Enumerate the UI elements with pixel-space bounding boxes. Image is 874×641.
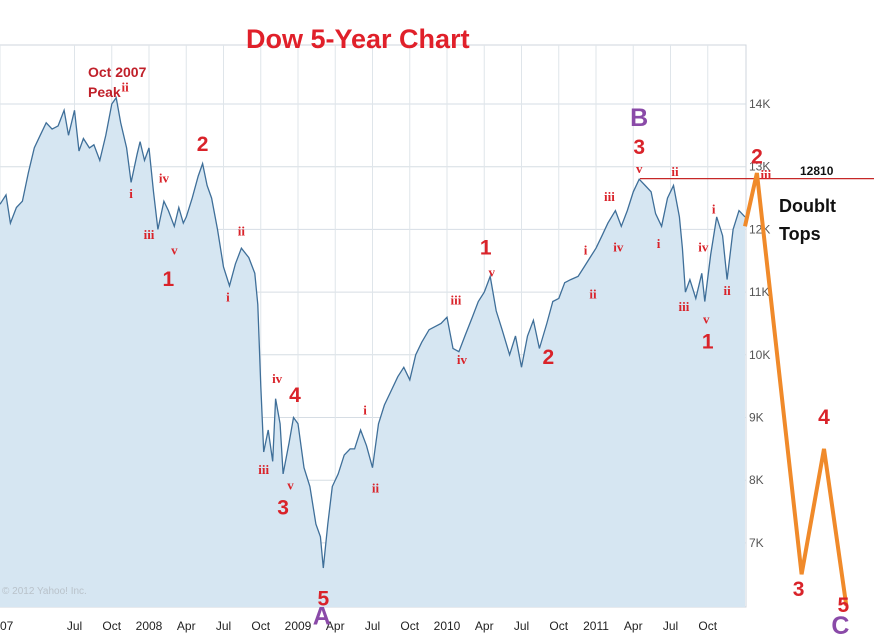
- wave-label: 5: [837, 594, 849, 617]
- y-tick-label: 9K: [749, 411, 764, 425]
- wave-label: 2: [751, 146, 763, 169]
- wave-label: i: [363, 402, 367, 417]
- wave-label: ii: [671, 164, 679, 179]
- wave-label: ii: [724, 283, 732, 298]
- wave-label: v: [636, 161, 643, 176]
- wave-label: v: [171, 242, 178, 257]
- wave-label: iii: [144, 227, 155, 242]
- x-tick-label: Apr: [475, 619, 494, 633]
- y-axis-ticks: 7K 8K 9K 10K 11K 12K 13K 14K: [749, 97, 770, 550]
- wave-label: C: [831, 612, 849, 640]
- x-tick-label: Oct: [102, 619, 121, 633]
- x-tick-label: 2011: [583, 619, 609, 633]
- x-tick-label: Oct: [549, 619, 568, 633]
- y-tick-label: 12K: [749, 222, 770, 236]
- wave-labels: iiiiviiiv12iiiiv4iiiv35Aiiiiiiiv1v2iiiii…: [122, 79, 850, 639]
- y-tick-label: 14K: [749, 97, 770, 111]
- y-tick-label: 7K: [749, 536, 764, 550]
- wave-label: iii: [451, 293, 462, 308]
- wave-label: iii: [258, 462, 269, 477]
- x-tick-label: Jul: [67, 619, 82, 633]
- x-tick-label: Oct: [251, 619, 270, 633]
- x-tick-label: Jul: [663, 619, 678, 633]
- x-tick-label: Apr: [177, 619, 196, 633]
- wave-label: 3: [277, 497, 289, 520]
- peak-annotation-line-1: Oct 2007: [88, 64, 147, 80]
- wave-label: iv: [457, 352, 468, 367]
- wave-label: iv: [613, 239, 624, 254]
- wave-label: ii: [238, 224, 246, 239]
- wave-label: v: [488, 264, 495, 279]
- x-tick-label: Oct: [400, 619, 419, 633]
- y-tick-label: 10K: [749, 348, 770, 362]
- x-tick-label: 2008: [136, 619, 163, 633]
- y-tick-label: 11K: [749, 285, 769, 299]
- wave-label: i: [226, 290, 230, 305]
- wave-label: iv: [159, 170, 170, 185]
- wave-label: 3: [793, 578, 805, 601]
- wave-label: 1: [480, 236, 492, 259]
- price-line: [0, 96, 746, 569]
- price-area-fill: [0, 97, 745, 607]
- wave-label: 3: [633, 136, 645, 159]
- y-tick-label: 13K: [749, 160, 770, 174]
- wave-label: iii: [604, 189, 615, 204]
- x-tick-label: 2010: [434, 619, 461, 633]
- wave-label: i: [584, 242, 588, 257]
- wave-label: iii: [760, 167, 771, 182]
- double-tops-label-line-2: Tops: [779, 224, 821, 244]
- wave-label: 4: [818, 406, 830, 429]
- wave-label: 1: [702, 331, 714, 354]
- wave-label: iii: [678, 299, 689, 314]
- copyright-text: © 2012 Yahoo! Inc.: [2, 586, 87, 597]
- x-tick-label: Apr: [624, 619, 643, 633]
- peak-annotation-line-2: Peak: [88, 84, 121, 100]
- wave-label: 1: [163, 268, 175, 291]
- wave-label: v: [287, 478, 294, 493]
- wave-label: 2: [542, 346, 554, 369]
- wave-label: ii: [589, 286, 597, 301]
- resistance-label: 12810: [800, 164, 834, 178]
- x-tick-label: Jul: [365, 619, 380, 633]
- wave-label: B: [630, 104, 648, 132]
- wave-label: i: [712, 202, 716, 217]
- double-tops-label-line-1: Doublt: [779, 196, 836, 216]
- x-tick-label: 2007: [0, 619, 14, 633]
- wave-label: 5: [317, 588, 329, 611]
- y-tick-label: 8K: [749, 473, 764, 487]
- x-tick-label: Apr: [326, 619, 345, 633]
- projection-line: [743, 172, 849, 606]
- x-tick-label: Jul: [216, 619, 231, 633]
- x-axis-ticks: 2007 Jul Oct 2008 Apr Jul Oct 2009 Apr Jul Oct 2010…: [0, 619, 718, 633]
- wave-label: v: [703, 311, 710, 326]
- wave-label: 2: [197, 133, 209, 156]
- wave-label: iv: [698, 239, 709, 254]
- wave-label: ii: [372, 481, 380, 496]
- x-tick-label: Jul: [514, 619, 529, 633]
- wave-label: iv: [272, 371, 283, 386]
- wave-label: 4: [289, 384, 301, 407]
- chart-title: Dow 5-Year Chart: [246, 24, 470, 54]
- wave-label: ii: [122, 79, 130, 94]
- x-tick-label: Oct: [698, 619, 717, 633]
- x-tick-label: 2009: [285, 619, 312, 633]
- wave-label: i: [657, 236, 661, 251]
- wave-label: A: [313, 602, 331, 630]
- wave-label: i: [129, 186, 133, 201]
